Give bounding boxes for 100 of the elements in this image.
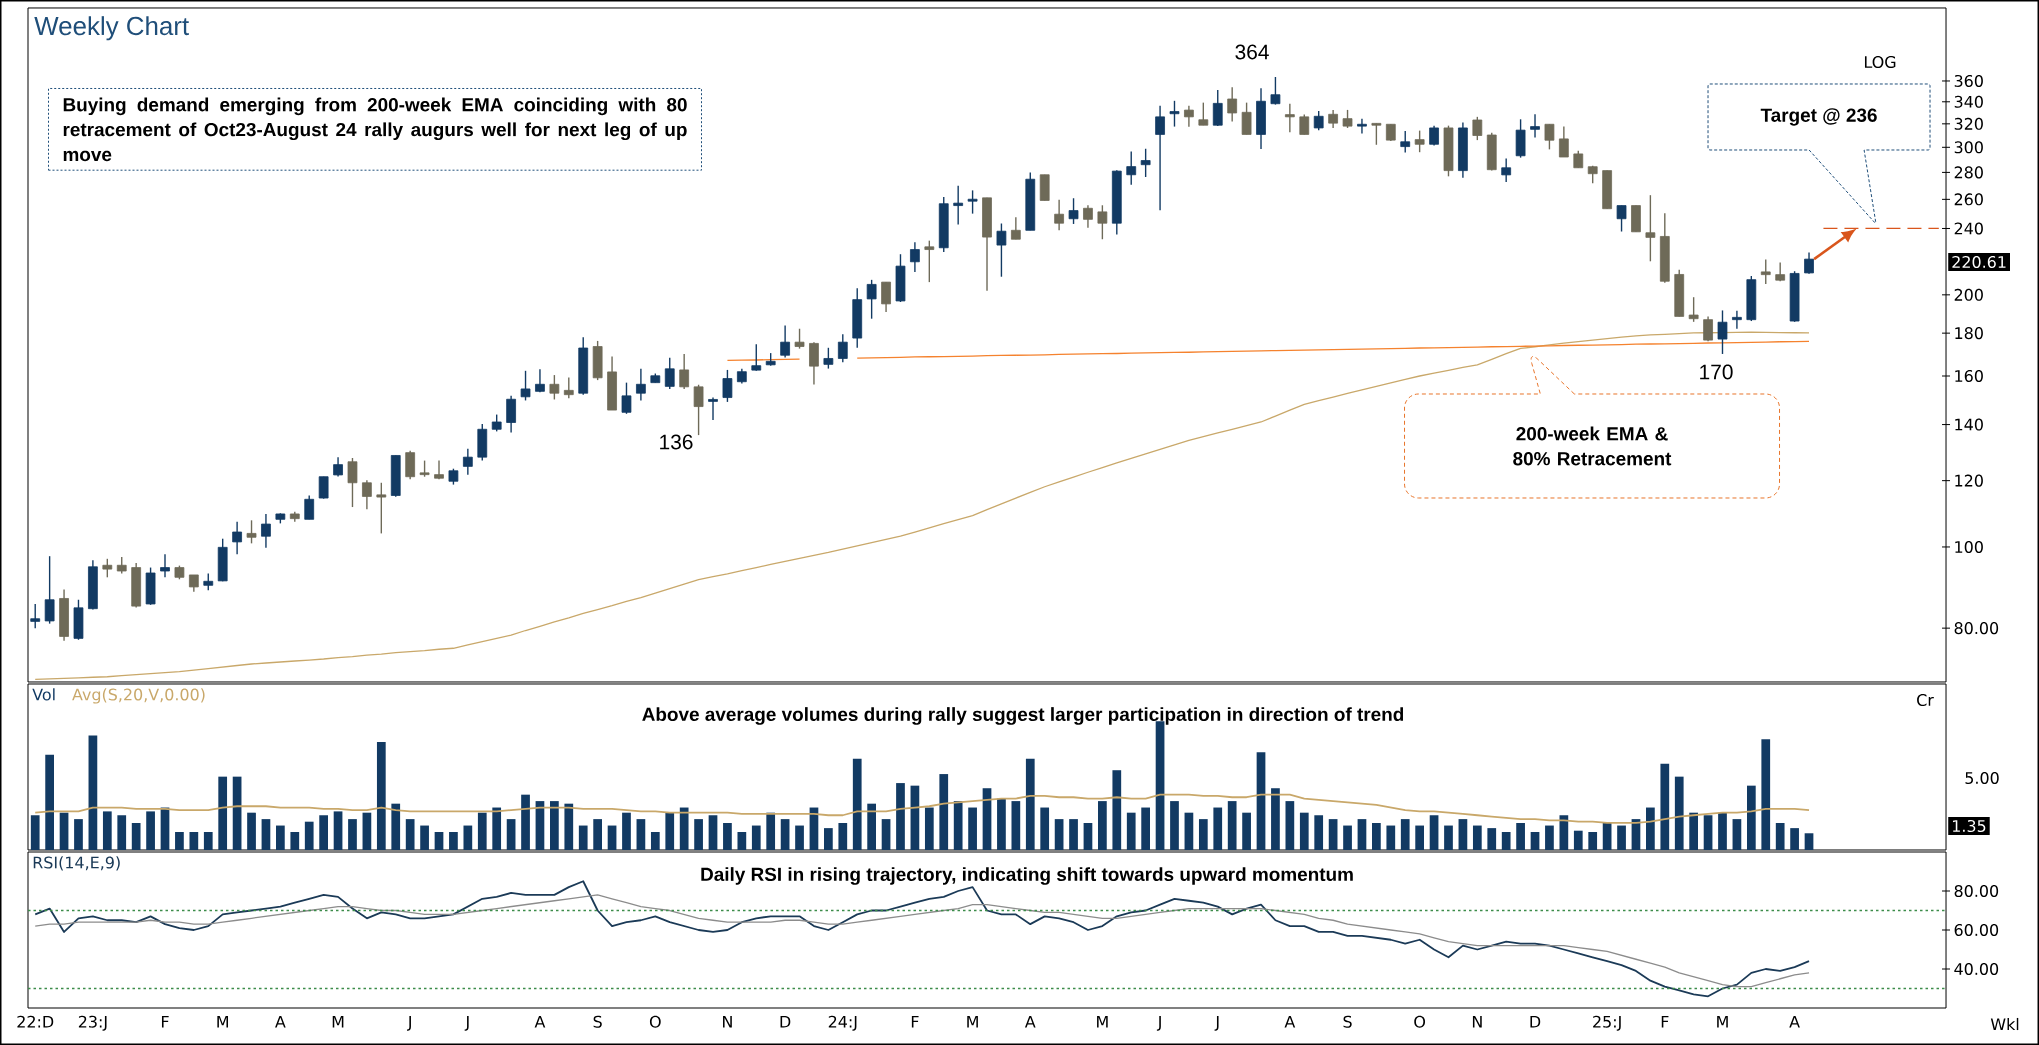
bar	[333, 811, 343, 850]
y-tick-label: 240	[1954, 222, 1983, 235]
bar	[449, 831, 458, 850]
annotation: 136	[660, 434, 693, 450]
candlestick	[1400, 130, 1411, 154]
bar	[1271, 788, 1280, 850]
annotation: 364	[1235, 44, 1269, 60]
bar	[1718, 812, 1727, 850]
candlestick	[910, 241, 920, 273]
candlestick	[679, 353, 690, 390]
x-tick-label: J	[406, 1015, 411, 1031]
candlestick	[866, 279, 877, 320]
candlestick	[1227, 86, 1238, 123]
candlestick	[953, 185, 964, 226]
bar	[1141, 807, 1151, 850]
y-tick-label: 60.00	[1954, 923, 1999, 937]
candlestick	[1155, 105, 1165, 211]
y-tick-label: 160	[1955, 369, 1983, 383]
bar	[1790, 828, 1799, 850]
y-tick-label: 180	[1955, 327, 1983, 340]
x-tick-label: M	[217, 1015, 228, 1028]
bar	[1343, 825, 1352, 850]
candlestick	[621, 381, 632, 415]
bar	[391, 803, 401, 850]
candlestick	[1472, 116, 1483, 141]
bar	[694, 819, 703, 850]
bar	[1472, 825, 1482, 850]
candlestick	[1342, 109, 1353, 129]
bar	[218, 776, 228, 850]
bar	[521, 794, 530, 850]
candlestick	[996, 222, 1007, 278]
annotation: 200-week EMA & 80% Retracement	[1513, 426, 1672, 466]
annotation: Above average volumes during rally suggest larger participation in direction of trend	[642, 707, 1404, 725]
candlestick	[347, 457, 358, 508]
candlestick	[1097, 204, 1108, 240]
y-tick-label: 80.00	[1954, 622, 1999, 635]
y-tick-label: 100	[1955, 540, 1983, 553]
bar	[550, 801, 559, 850]
bar	[564, 803, 574, 850]
bar	[578, 825, 588, 850]
x-tick-label: S	[1343, 1015, 1352, 1028]
candlestick	[693, 384, 704, 436]
candlestick	[1328, 109, 1338, 129]
y-tick-label: 200	[1954, 288, 1983, 301]
bar	[1746, 785, 1756, 850]
bar	[1703, 815, 1713, 850]
candlestick	[809, 341, 819, 386]
bar	[1573, 830, 1583, 850]
bar	[939, 774, 949, 850]
bar	[146, 811, 155, 850]
bar	[1372, 822, 1381, 850]
candlestick	[1083, 204, 1093, 229]
candlestick	[1357, 117, 1367, 135]
candlestick	[549, 374, 560, 401]
bar	[247, 812, 256, 850]
candlestick	[1241, 101, 1252, 136]
bar	[1415, 825, 1425, 850]
bar	[650, 831, 660, 850]
bar	[1357, 819, 1367, 850]
bar	[1386, 825, 1396, 850]
bar	[751, 825, 761, 850]
bar	[622, 812, 631, 850]
x-tick-label: S	[593, 1015, 602, 1028]
bar	[1689, 812, 1699, 850]
bar	[1299, 812, 1309, 850]
bar	[362, 812, 372, 850]
candlestick	[1140, 148, 1151, 178]
bar	[1040, 807, 1050, 850]
bar	[1588, 831, 1598, 850]
bar	[1227, 801, 1237, 850]
bar	[953, 801, 963, 850]
bar	[261, 819, 271, 850]
bar	[1501, 831, 1511, 850]
bar	[117, 815, 127, 850]
bar	[737, 831, 747, 850]
candlestick	[462, 448, 473, 476]
text: 220.61	[1952, 255, 2006, 269]
bar	[1098, 801, 1107, 850]
y-tick-label: 140	[1955, 418, 1983, 431]
bar	[506, 819, 516, 850]
x-tick-label: J	[1156, 1015, 1161, 1031]
bar	[1646, 807, 1655, 850]
candlestick	[722, 369, 733, 403]
candlestick	[751, 343, 762, 372]
candlestick	[924, 239, 935, 283]
bar	[838, 822, 848, 850]
bar	[924, 807, 934, 850]
x-tick-label: O	[649, 1015, 661, 1028]
x-tick-label: M	[1717, 1015, 1728, 1028]
bar	[1761, 739, 1771, 850]
annotation: LOG	[1864, 55, 1896, 69]
bar	[997, 798, 1006, 850]
y-tick-label: 360	[1954, 74, 1983, 87]
candlestick	[664, 357, 675, 390]
text: Wkl	[1990, 1017, 2019, 1031]
candlestick	[160, 553, 170, 579]
candlestick	[1616, 204, 1627, 233]
bar	[88, 735, 98, 850]
x-tick-label: D	[1530, 1015, 1541, 1028]
bar	[74, 819, 83, 850]
